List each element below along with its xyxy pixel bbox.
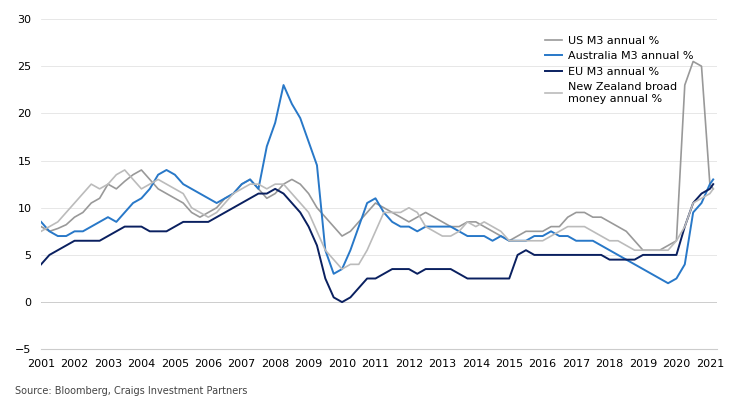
US M3 annual % (563, 215, 572, 220)
US M3 annual % (229, 191, 238, 196)
EU M3 annual % (195, 220, 204, 224)
Australia M3 annual % (195, 191, 204, 196)
EU M3 annual % (572, 252, 581, 257)
New Zealand broad
money annual % (596, 234, 605, 238)
New Zealand broad
money annual % (204, 215, 212, 220)
EU M3 annual % (588, 252, 597, 257)
Line: US M3 annual %: US M3 annual % (41, 62, 713, 250)
Line: New Zealand broad
money annual %: New Zealand broad money annual % (41, 170, 713, 269)
Australia M3 annual % (279, 83, 288, 88)
Australia M3 annual % (229, 191, 238, 196)
New Zealand broad
money annual % (37, 229, 46, 234)
US M3 annual % (580, 210, 589, 215)
US M3 annual % (37, 224, 46, 229)
Legend: US M3 annual %, Australia M3 annual %, EU M3 annual %, New Zealand broad
money a: US M3 annual %, Australia M3 annual %, E… (541, 31, 698, 108)
EU M3 annual % (337, 300, 346, 304)
Australia M3 annual % (221, 196, 229, 201)
New Zealand broad
money annual % (709, 186, 718, 191)
US M3 annual % (689, 59, 698, 64)
US M3 annual % (354, 220, 363, 224)
New Zealand broad
money annual % (580, 224, 589, 229)
Australia M3 annual % (572, 238, 581, 243)
Australia M3 annual % (709, 177, 718, 182)
Australia M3 annual % (363, 201, 371, 206)
New Zealand broad
money annual % (371, 229, 380, 234)
Australia M3 annual % (588, 238, 597, 243)
EU M3 annual % (37, 262, 46, 267)
Line: EU M3 annual %: EU M3 annual % (41, 184, 713, 302)
Australia M3 annual % (37, 220, 46, 224)
EU M3 annual % (229, 205, 238, 210)
Australia M3 annual % (664, 281, 673, 286)
US M3 annual % (639, 248, 648, 252)
US M3 annual % (221, 196, 229, 201)
US M3 annual % (195, 215, 204, 220)
New Zealand broad
money annual % (229, 191, 238, 196)
New Zealand broad
money annual % (121, 168, 130, 172)
US M3 annual % (709, 186, 718, 191)
EU M3 annual % (709, 182, 718, 186)
EU M3 annual % (221, 210, 229, 215)
New Zealand broad
money annual % (238, 186, 246, 191)
EU M3 annual % (363, 276, 371, 281)
Line: Australia M3 annual %: Australia M3 annual % (41, 85, 713, 283)
Text: Source: Bloomberg, Craigs Investment Partners: Source: Bloomberg, Craigs Investment Par… (15, 386, 247, 396)
New Zealand broad
money annual % (337, 267, 346, 272)
